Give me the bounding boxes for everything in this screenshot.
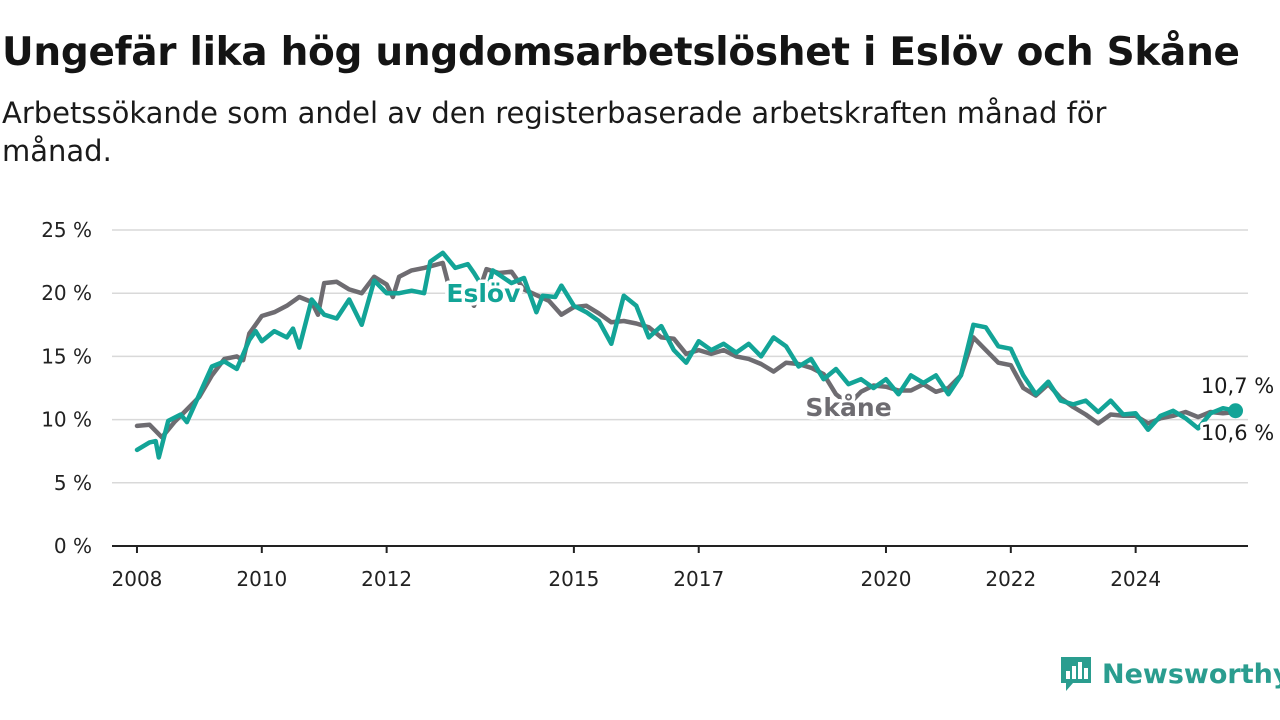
x-tick-label: 2010 (236, 567, 287, 591)
newsworthy-logo-icon (1061, 657, 1091, 691)
series-line-eslov (134, 250, 1238, 460)
x-tick-label: 2022 (985, 567, 1036, 591)
y-tick-label: 10 % (41, 408, 92, 432)
brand-name: Newsworthy (1102, 658, 1280, 690)
end-value-label-skane: 10,6 % (1201, 421, 1274, 445)
x-tick-label: 2015 (548, 567, 599, 591)
x-axis: 2008 2010 2012 2015 2017 2020 2022 2024 (112, 545, 1248, 591)
x-tick-label: 2012 (361, 567, 412, 591)
x-tick-label: 2008 (112, 567, 163, 591)
x-tick-label: 2020 (861, 567, 912, 591)
chart-title: Ungefär lika hög ungdomsarbetslöshet i E… (2, 30, 1240, 75)
y-tick-label: 15 % (41, 344, 92, 368)
x-tick-label: 2017 (673, 567, 724, 591)
end-value-label-eslov: 10,7 % (1201, 374, 1274, 398)
y-axis: 0 % 5 % 10 % 15 % 20 % 25 % (41, 218, 92, 558)
series-annotation-skane: Skåne (805, 393, 891, 422)
series-annotation-eslov: Eslöv (446, 279, 520, 308)
y-tick-label: 5 % (54, 471, 92, 495)
x-tick-label: 2024 (1110, 567, 1161, 591)
series-line-skane (134, 260, 1238, 440)
y-tick-label: 20 % (41, 281, 92, 305)
y-tick-label: 25 % (41, 218, 92, 242)
newsworthy-brand[interactable]: Newsworthy (1058, 654, 1280, 694)
chart-subtitle: Arbetssökande som andel av den registerb… (2, 96, 1107, 168)
y-tick-label: 0 % (54, 534, 92, 558)
series-lines (134, 250, 1238, 460)
gridlines (112, 229, 1248, 484)
end-point-eslov (1228, 403, 1244, 419)
series-labels: Eslöv Skåne 10,6 % 10,7 % (443, 276, 1277, 448)
